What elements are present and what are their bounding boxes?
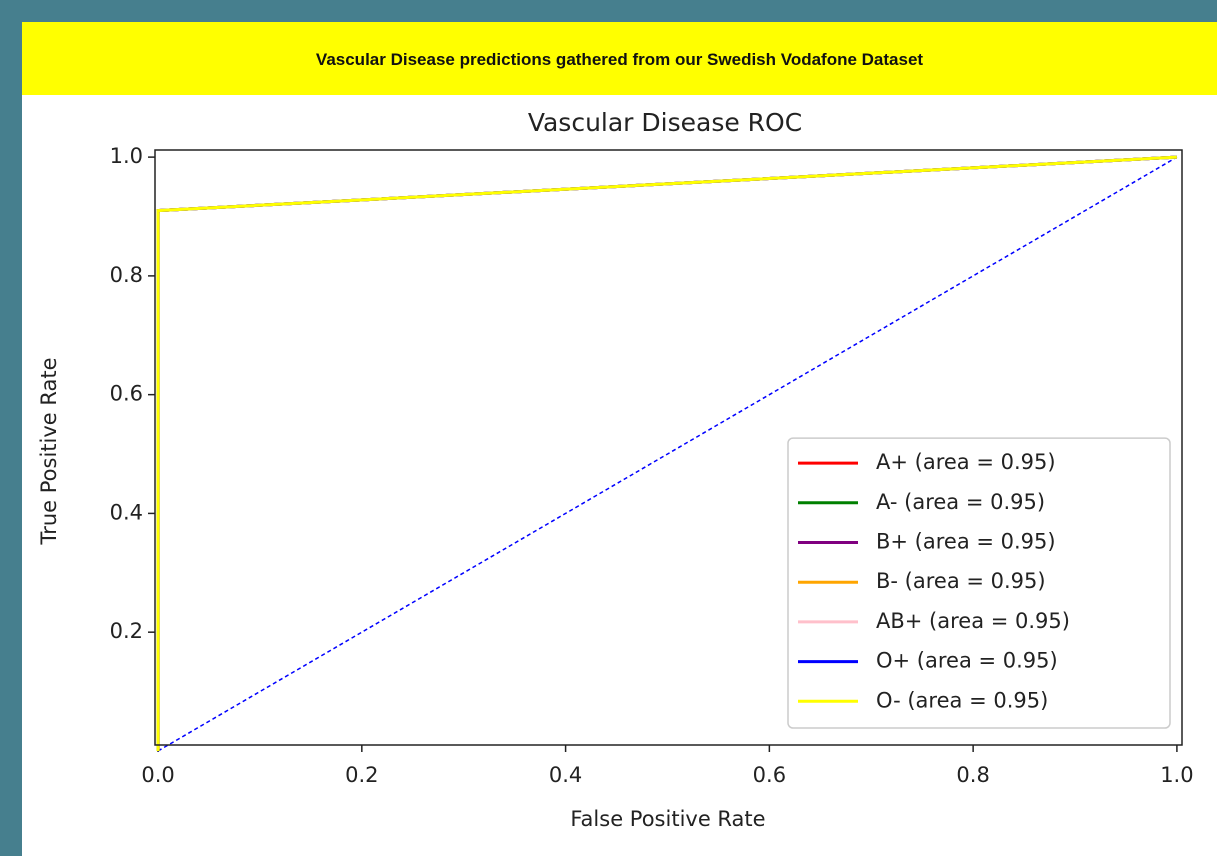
x-tick-label: 0.0 — [141, 763, 174, 787]
legend-label: B- (area = 0.95) — [876, 569, 1046, 593]
legend-label: A+ (area = 0.95) — [876, 450, 1056, 474]
roc-line — [156, 155, 1177, 751]
legend-box — [787, 437, 1171, 729]
legend-label: A- (area = 0.95) — [876, 490, 1045, 514]
y-tick-label: 0.8 — [110, 263, 143, 287]
y-tick-label: 0.6 — [110, 382, 143, 406]
x-axis-label: False Positive Rate — [570, 807, 765, 831]
x-tick-label: 0.8 — [956, 763, 989, 787]
x-tick-label: 1.0 — [1160, 763, 1193, 787]
legend-label: O+ (area = 0.95) — [876, 649, 1058, 673]
y-axis-label: True Positive Rate — [37, 357, 61, 545]
y-tick-label: 0.4 — [110, 500, 143, 524]
banner: Vascular Disease predictions gathered fr… — [22, 22, 1217, 95]
legend-label: B+ (area = 0.95) — [876, 530, 1056, 554]
legend-label: O- (area = 0.95) — [876, 688, 1048, 712]
y-tick-label: 1.0 — [110, 144, 143, 168]
x-tick-label: 0.2 — [345, 763, 378, 787]
plot-frame — [154, 149, 1183, 746]
x-tick-label: 0.4 — [549, 763, 582, 787]
x-tick-label: 0.6 — [753, 763, 786, 787]
legend-label: AB+ (area = 0.95) — [876, 609, 1070, 633]
chart-title: Vascular Disease ROC — [528, 108, 802, 137]
diagonal-line — [157, 156, 1178, 752]
y-tick-label: 0.2 — [110, 619, 143, 643]
